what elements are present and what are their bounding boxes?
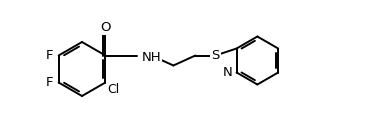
Text: N: N: [223, 66, 232, 79]
Text: S: S: [211, 49, 220, 62]
Text: O: O: [100, 21, 111, 34]
Text: Cl: Cl: [107, 83, 120, 96]
Text: NH: NH: [142, 51, 161, 64]
Text: F: F: [46, 49, 54, 62]
Text: F: F: [46, 76, 54, 89]
